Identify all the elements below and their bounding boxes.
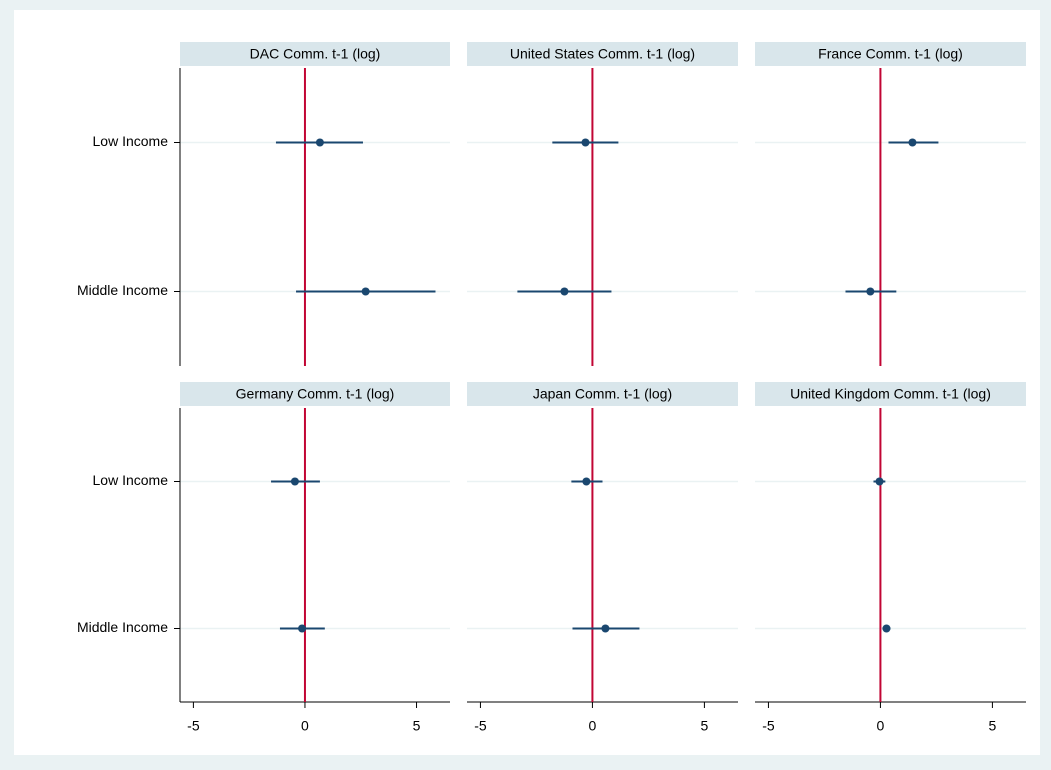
- point-estimate: [581, 138, 590, 147]
- point-estimate: [290, 477, 299, 486]
- x-tick-label: -5: [474, 718, 487, 734]
- point-estimate: [361, 287, 370, 296]
- y-tick-label: Middle Income: [77, 619, 168, 635]
- x-tick-label: 0: [589, 718, 597, 734]
- y-tick-label: Low Income: [93, 472, 169, 488]
- point-estimate: [908, 138, 917, 147]
- panel-title: Japan Comm. t-1 (log): [533, 386, 672, 402]
- panel-header: [467, 42, 738, 66]
- panel-header: [755, 382, 1026, 406]
- point-estimate: [315, 138, 324, 147]
- point-estimate: [866, 287, 875, 296]
- point-estimate: [298, 624, 307, 633]
- x-tick-label: 0: [877, 718, 885, 734]
- point-estimate: [582, 477, 591, 486]
- point-estimate: [882, 624, 891, 633]
- x-tick-label: -5: [762, 718, 775, 734]
- point-estimate: [560, 287, 569, 296]
- y-tick-label: Middle Income: [77, 282, 168, 298]
- x-tick-label: 0: [301, 718, 309, 734]
- x-tick-label: 5: [989, 718, 997, 734]
- panel-title: France Comm. t-1 (log): [818, 46, 963, 62]
- panel-header: [180, 382, 450, 406]
- panel-header: [467, 382, 738, 406]
- panel-title: Germany Comm. t-1 (log): [236, 386, 395, 402]
- panel-title: United States Comm. t-1 (log): [510, 46, 695, 62]
- panel-title: DAC Comm. t-1 (log): [250, 46, 381, 62]
- panel-header: [180, 42, 450, 66]
- x-tick-label: 5: [413, 718, 421, 734]
- point-estimate: [601, 624, 610, 633]
- x-tick-label: -5: [187, 718, 200, 734]
- x-tick-label: 5: [701, 718, 709, 734]
- y-tick-label: Low Income: [93, 133, 169, 149]
- panel-title: United Kingdom Comm. t-1 (log): [790, 386, 991, 402]
- point-estimate: [875, 477, 884, 486]
- panel-header: [755, 42, 1026, 66]
